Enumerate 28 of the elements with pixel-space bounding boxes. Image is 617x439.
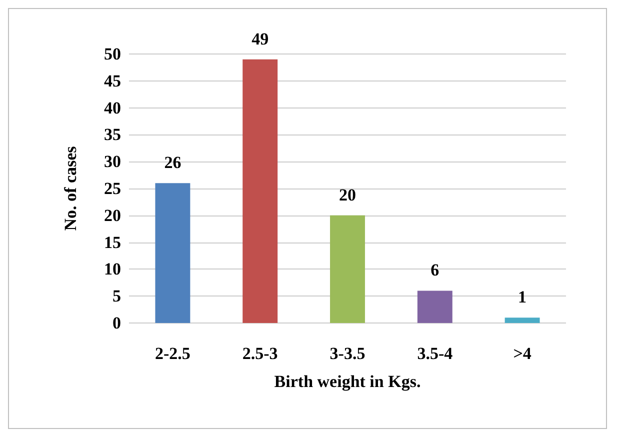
x-tick-label: 3.5-4 [417, 344, 454, 363]
y-tick-label: 35 [104, 125, 121, 144]
x-axis-title: Birth weight in Kgs. [274, 372, 421, 391]
data-label: 26 [164, 153, 182, 172]
bar [417, 290, 452, 323]
y-tick-label: 50 [104, 44, 121, 64]
y-tick-label: 20 [104, 206, 121, 225]
x-tick-label: 2-2.5 [154, 344, 190, 363]
data-label: 49 [252, 29, 269, 48]
x-tick-label: 2.5-3 [242, 344, 278, 363]
bar [504, 318, 540, 323]
y-tick-label: 45 [104, 71, 121, 90]
y-tick-label: 40 [104, 98, 121, 118]
data-label: 20 [339, 185, 356, 204]
data-label: 6 [430, 260, 440, 280]
y-tick-label: 25 [104, 179, 121, 198]
y-tick-label: 15 [104, 232, 121, 252]
bar [242, 59, 278, 323]
data-label: 1 [518, 288, 527, 307]
y-axis-title: No. of cases [61, 146, 80, 231]
bar [330, 215, 365, 323]
y-tick-label: 30 [104, 152, 121, 172]
x-tick-label: 3-3.5 [330, 344, 366, 363]
bar [155, 183, 190, 323]
y-tick-label: 5 [112, 286, 121, 306]
y-tick-label: 0 [112, 314, 121, 332]
x-tick-label: >4 [513, 344, 532, 363]
y-tick-label: 10 [104, 260, 121, 279]
